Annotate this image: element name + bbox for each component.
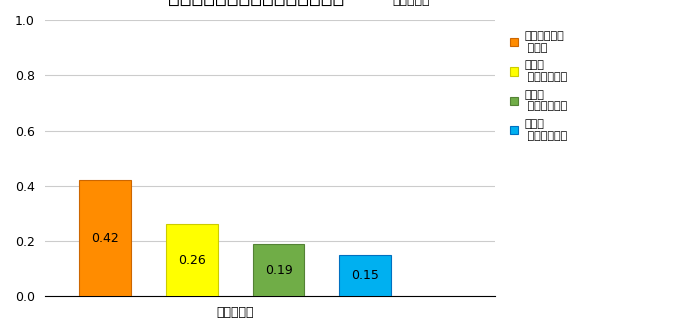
Bar xyxy=(252,244,305,296)
Text: 平均空間線量率モニタリング結果: 平均空間線量率モニタリング結果 xyxy=(168,0,344,7)
Bar xyxy=(166,224,218,296)
Text: 0.42: 0.42 xyxy=(92,232,119,245)
Text: （緑区域）: （緑区域） xyxy=(392,0,430,7)
Bar xyxy=(80,180,131,296)
Legend: 原発事故直後
 推定値, 除染前
 モニタリング, 除染後
 モニタリング, 事　後
 モニタリング: 原発事故直後 推定値, 除染前 モニタリング, 除染後 モニタリング, 事 後 … xyxy=(509,31,567,141)
Text: 0.26: 0.26 xyxy=(178,254,206,267)
Text: 0.15: 0.15 xyxy=(351,269,379,282)
Bar xyxy=(339,255,391,296)
Text: 0.19: 0.19 xyxy=(265,264,292,277)
